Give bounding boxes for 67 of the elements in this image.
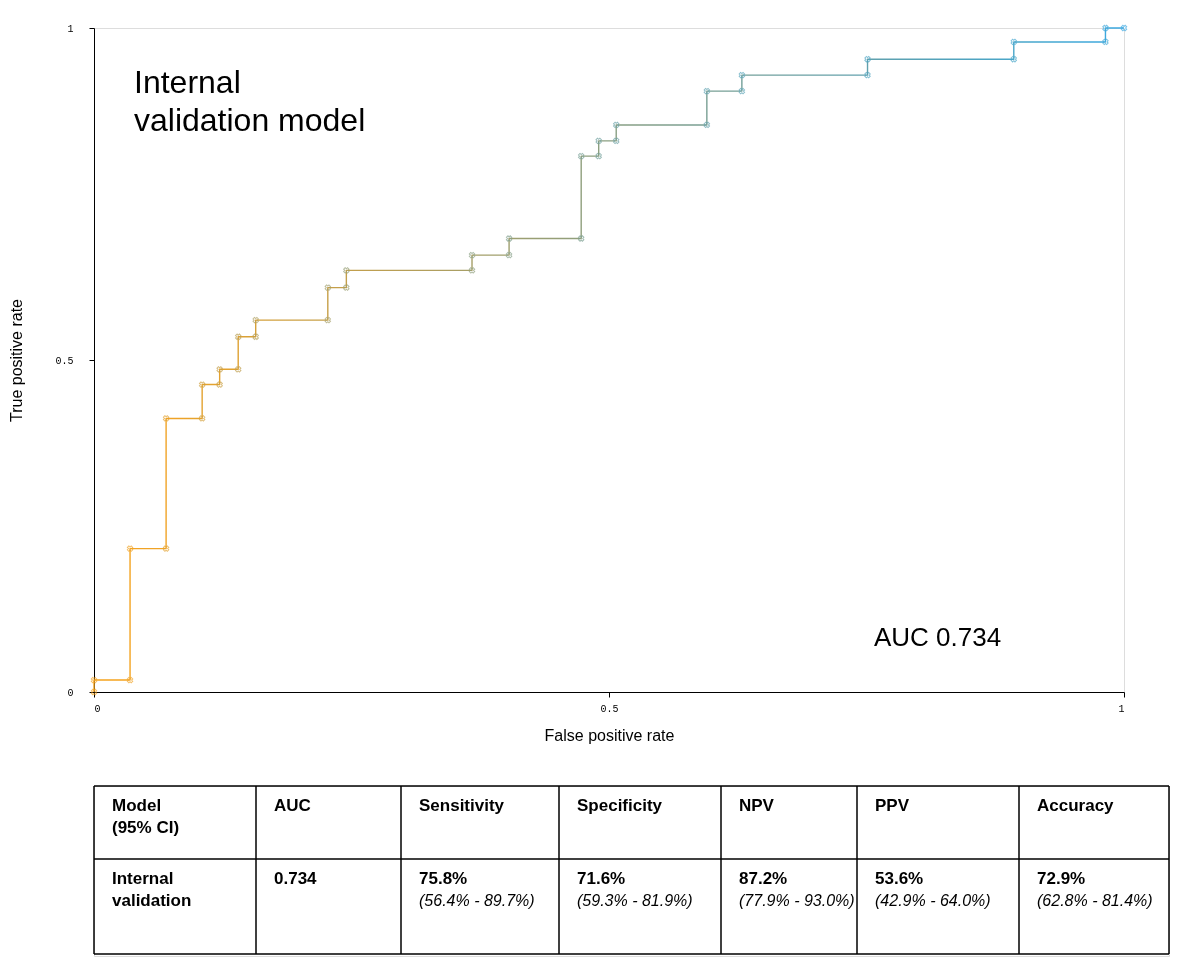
text: (59.3% - 81.9%) xyxy=(577,892,693,909)
point xyxy=(703,87,711,95)
y-tick-label: 1 xyxy=(67,23,74,35)
point xyxy=(126,676,134,684)
point xyxy=(216,366,223,373)
point xyxy=(252,333,259,340)
point xyxy=(1120,24,1128,32)
text: Internal validation xyxy=(112,869,192,910)
text: AUC xyxy=(274,796,311,815)
point xyxy=(343,267,350,274)
text: 87.2% xyxy=(739,869,788,888)
point xyxy=(1102,24,1109,32)
point xyxy=(324,316,332,324)
point xyxy=(864,56,871,63)
text: (42.9% - 64.0%) xyxy=(875,892,991,909)
x-axis-title: False positive rate xyxy=(544,726,675,744)
y-tick-label: 0 xyxy=(67,687,74,699)
point xyxy=(324,284,332,291)
point xyxy=(198,415,206,422)
point xyxy=(234,366,242,373)
point xyxy=(505,251,513,259)
text: 53.6% xyxy=(875,869,924,888)
point xyxy=(613,137,620,145)
point xyxy=(468,251,476,259)
text: NPV xyxy=(739,796,775,815)
x-tick-label: 0 xyxy=(94,703,101,715)
point xyxy=(738,87,746,95)
text: 0.734 xyxy=(274,869,318,888)
point xyxy=(234,333,242,340)
point xyxy=(468,267,476,274)
x-tick-label: 0.5 xyxy=(600,703,619,715)
text: 72.9% xyxy=(1037,869,1086,888)
point xyxy=(864,71,871,79)
text: 71.6% xyxy=(577,869,626,888)
point xyxy=(1102,38,1109,46)
point xyxy=(126,545,134,552)
text: 75.8% xyxy=(419,869,468,888)
point xyxy=(738,71,746,79)
x-tick-label: 1 xyxy=(1118,703,1125,715)
point xyxy=(577,235,585,242)
point xyxy=(90,676,98,684)
point xyxy=(577,152,585,160)
text: Specificity xyxy=(577,796,663,815)
point xyxy=(343,284,350,291)
text: (62.8% - 81.4%) xyxy=(1037,892,1153,909)
point xyxy=(162,415,170,422)
point xyxy=(595,152,602,160)
point xyxy=(216,381,223,388)
text: Sensitivity xyxy=(419,796,505,815)
text: PPV xyxy=(875,796,910,815)
point xyxy=(198,381,206,388)
text: Accuracy xyxy=(1037,796,1115,815)
point xyxy=(1010,56,1017,63)
annotation: AUC 0.734 xyxy=(874,622,1002,652)
point xyxy=(252,316,259,324)
point xyxy=(505,235,513,242)
y-axis-title: True positive rate xyxy=(8,298,26,423)
text: (56.4% - 89.7%) xyxy=(419,892,535,909)
point xyxy=(595,137,602,145)
point xyxy=(162,545,170,552)
text: Internal validation model xyxy=(134,64,366,138)
text: (77.9% - 93.0%) xyxy=(739,892,855,909)
text: Model (95% CI) xyxy=(112,796,180,837)
point xyxy=(703,121,711,129)
point xyxy=(1010,38,1017,46)
y-tick-label: 0.5 xyxy=(55,355,74,367)
point xyxy=(613,121,620,129)
